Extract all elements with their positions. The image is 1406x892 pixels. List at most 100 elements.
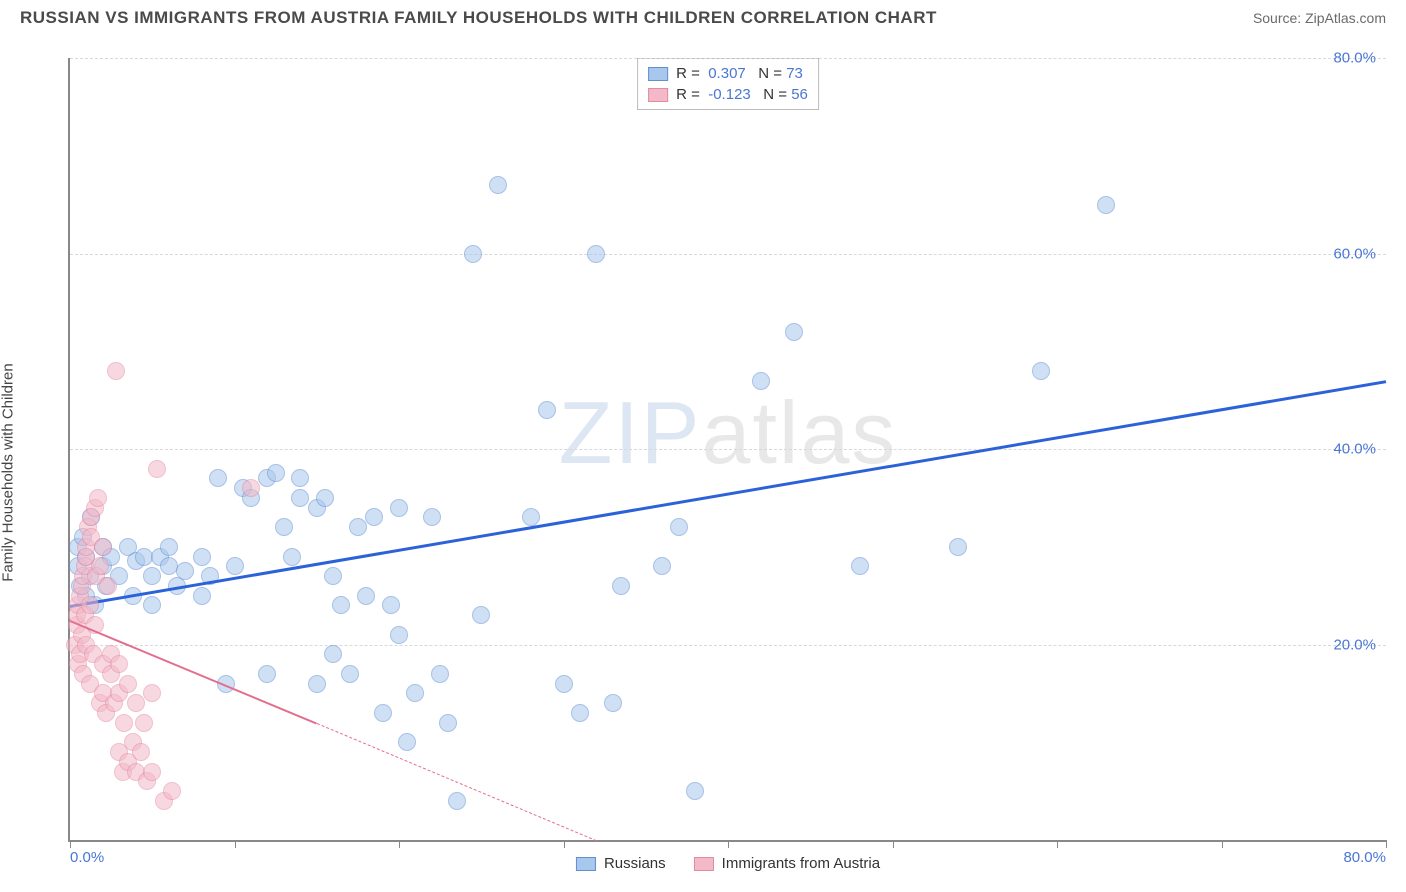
source-label: Source: ZipAtlas.com: [1253, 10, 1386, 26]
x-tick-label: 80.0%: [1343, 849, 1386, 866]
data-point: [489, 176, 507, 194]
data-point: [242, 479, 260, 497]
legend-stats: R = 0.307 N = 73: [676, 65, 803, 82]
data-point: [752, 372, 770, 390]
data-point: [670, 518, 688, 536]
y-tick-label: 60.0%: [1333, 245, 1376, 262]
data-point: [464, 245, 482, 263]
data-point: [115, 714, 133, 732]
data-point: [851, 557, 869, 575]
stats-legend: R = 0.307 N = 73 R = -0.123 N = 56: [637, 58, 819, 110]
watermark: ZIPatlas: [559, 382, 898, 484]
data-point: [653, 557, 671, 575]
trend-line: [70, 381, 1386, 608]
data-point: [91, 557, 109, 575]
x-tick: [1386, 840, 1387, 848]
data-point: [439, 714, 457, 732]
data-point: [176, 562, 194, 580]
data-point: [160, 538, 178, 556]
data-point: [374, 704, 392, 722]
y-tick-label: 20.0%: [1333, 636, 1376, 653]
data-point: [283, 548, 301, 566]
data-point: [587, 245, 605, 263]
data-point: [431, 665, 449, 683]
legend-swatch: [576, 857, 596, 871]
plot-region: ZIPatlas R = 0.307 N = 73 R = -0.123 N = …: [68, 58, 1386, 842]
data-point: [143, 596, 161, 614]
legend-swatch: [694, 857, 714, 871]
gridline: [70, 254, 1386, 255]
data-point: [107, 362, 125, 380]
x-tick: [1222, 840, 1223, 848]
data-point: [291, 469, 309, 487]
data-point: [143, 763, 161, 781]
data-point: [132, 743, 150, 761]
data-point: [390, 499, 408, 517]
y-axis-label: Family Households with Children: [0, 363, 17, 581]
data-point: [324, 645, 342, 663]
data-point: [406, 684, 424, 702]
x-tick: [893, 840, 894, 848]
legend-swatch: [648, 67, 668, 81]
data-point: [949, 538, 967, 556]
data-point: [612, 577, 630, 595]
gridline: [70, 645, 1386, 646]
data-point: [209, 469, 227, 487]
data-point: [291, 489, 309, 507]
data-point: [341, 665, 359, 683]
x-tick-label: 0.0%: [70, 849, 104, 866]
legend-swatch: [648, 88, 668, 102]
data-point: [94, 538, 112, 556]
data-point: [398, 733, 416, 751]
data-point: [160, 557, 178, 575]
x-tick: [70, 840, 71, 848]
data-point: [99, 577, 117, 595]
chart-area: Family Households with Children ZIPatlas…: [20, 48, 1394, 880]
x-tick: [1057, 840, 1058, 848]
data-point: [148, 460, 166, 478]
data-point: [472, 606, 490, 624]
data-point: [448, 792, 466, 810]
data-point: [267, 464, 285, 482]
trend-line: [317, 723, 597, 841]
stats-legend-row: R = -0.123 N = 56: [648, 84, 808, 105]
data-point: [382, 596, 400, 614]
legend-item: Immigrants from Austria: [694, 855, 880, 872]
x-tick: [399, 840, 400, 848]
gridline: [70, 449, 1386, 450]
gridline: [70, 58, 1386, 59]
data-point: [1032, 362, 1050, 380]
data-point: [143, 567, 161, 585]
data-point: [1097, 196, 1115, 214]
x-tick: [728, 840, 729, 848]
data-point: [604, 694, 622, 712]
x-tick: [235, 840, 236, 848]
data-point: [135, 714, 153, 732]
data-point: [357, 587, 375, 605]
data-point: [193, 548, 211, 566]
data-point: [349, 518, 367, 536]
data-point: [316, 489, 334, 507]
legend-label: Russians: [604, 855, 666, 872]
stats-legend-row: R = 0.307 N = 73: [648, 63, 808, 84]
data-point: [135, 548, 153, 566]
header: RUSSIAN VS IMMIGRANTS FROM AUSTRIA FAMIL…: [0, 0, 1406, 38]
data-point: [390, 626, 408, 644]
data-point: [423, 508, 441, 526]
data-point: [275, 518, 293, 536]
data-point: [538, 401, 556, 419]
data-point: [89, 489, 107, 507]
data-point: [226, 557, 244, 575]
legend-item: Russians: [576, 855, 666, 872]
data-point: [332, 596, 350, 614]
data-point: [785, 323, 803, 341]
chart-title: RUSSIAN VS IMMIGRANTS FROM AUSTRIA FAMIL…: [20, 8, 937, 28]
data-point: [127, 694, 145, 712]
data-point: [324, 567, 342, 585]
y-tick-label: 80.0%: [1333, 50, 1376, 67]
x-tick: [564, 840, 565, 848]
data-point: [163, 782, 181, 800]
data-point: [308, 675, 326, 693]
data-point: [555, 675, 573, 693]
data-point: [522, 508, 540, 526]
